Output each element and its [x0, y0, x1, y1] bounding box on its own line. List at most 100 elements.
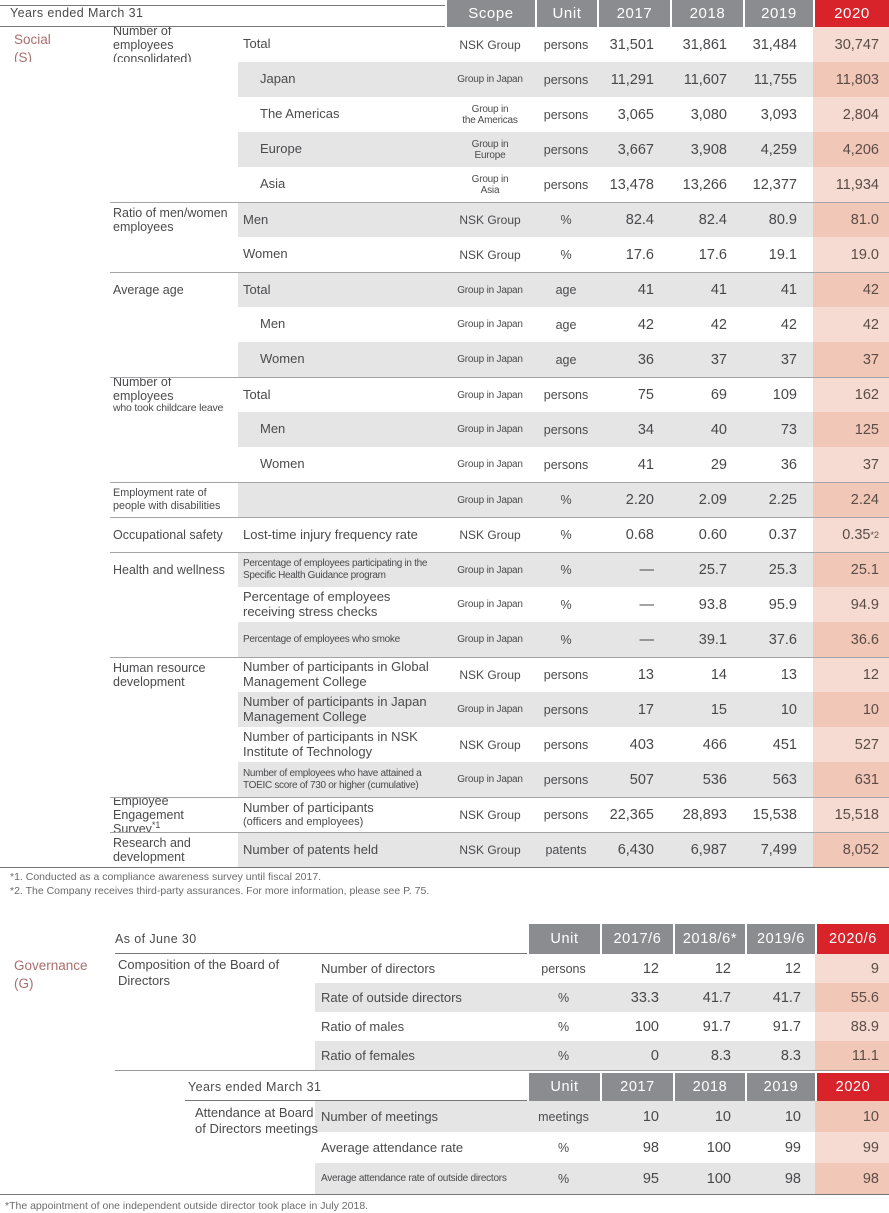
value-2017: 17.6 [625, 246, 654, 263]
value-2019: 13 [780, 667, 797, 683]
value-2020: 11,803 [813, 62, 889, 97]
unit-cell: persons [543, 388, 589, 402]
divider [185, 1100, 527, 1102]
item-label: Average attendance rate [321, 1140, 464, 1156]
value-2020: 81.0 [813, 203, 889, 237]
item-label: Number of participants in Japan Manageme… [238, 692, 445, 727]
category-label: Ratio of men/women employees [113, 206, 228, 234]
value-2019: 109 [772, 387, 797, 403]
column-header-scope: Scope [445, 0, 535, 27]
value-2017: — [597, 622, 670, 657]
value-2017: 75 [637, 387, 654, 403]
divider [0, 1194, 889, 1196]
value-2017: 98 [642, 1139, 659, 1156]
item-label: Rate of outside directors [315, 983, 527, 1013]
value-2019: 99 [784, 1139, 801, 1156]
section-spacer [0, 587, 110, 622]
value-2020: 2.24 [813, 483, 889, 517]
category-label [110, 587, 238, 622]
divider [115, 953, 527, 955]
category-label: Average age [113, 283, 184, 297]
category-label [110, 167, 238, 202]
table-row: Number of directors persons 12 12 12 9 [0, 954, 889, 984]
unit-cell: persons [535, 62, 597, 97]
value-2017: 95 [600, 1163, 673, 1195]
scope-cell: Group in Japan [445, 553, 535, 587]
value-2017: 82.4 [597, 203, 670, 237]
value-2020: 42 [813, 273, 889, 307]
unit-cell: persons [543, 177, 589, 192]
value-2019: 25.3 [743, 553, 813, 587]
value-2018: 6,987 [670, 833, 743, 867]
scope-cell: Group in Japan [457, 389, 523, 401]
table-row: Average age Total Group in Japan age 41 … [0, 272, 889, 307]
section-spacer [0, 202, 110, 237]
value-2019: 12,377 [752, 176, 797, 193]
item-label: Men [260, 316, 286, 332]
table-row: Number of participants in NSK Institute … [0, 727, 889, 762]
scope-cell: Group in Japan [445, 273, 535, 307]
unit-cell: % [527, 983, 600, 1013]
unit-cell: % [535, 622, 597, 657]
section-spacer [0, 62, 110, 97]
value-2019: 451 [772, 736, 797, 753]
unit-cell: persons [543, 668, 589, 682]
scope-cell: NSK Group [459, 247, 521, 262]
category-label: Health and wellness [113, 563, 225, 577]
value-2017: 34 [597, 412, 670, 447]
section-spacer [0, 727, 110, 762]
section-spacer [0, 132, 110, 167]
unit-cell: persons [541, 961, 586, 976]
value-2020: 11,934 [813, 167, 889, 202]
value-2020-6: 88.9 [815, 1012, 889, 1042]
unit-cell: % [557, 1140, 570, 1155]
scope-cell: Group in Japan [457, 599, 523, 610]
column-header-2017: 2017 [600, 1073, 673, 1102]
scope-cell: Group in Japan [457, 319, 523, 330]
unit-cell: % [560, 528, 572, 542]
table-row: Women NSK Group % 17.6 17.6 19.1 19.0 [0, 237, 889, 272]
value-2018: 2.09 [670, 483, 743, 517]
unit-cell: % [535, 553, 597, 587]
unit-cell: persons [543, 808, 589, 822]
value-2019: 11,755 [743, 62, 813, 97]
section-label-governance: Governance (G) [14, 958, 88, 991]
footnote-2: *2. The Company receives third-party ass… [10, 884, 430, 897]
footnote-attendance: *The appointment of one independent outs… [5, 1200, 369, 1213]
value-2020: 94.9 [813, 587, 889, 622]
unit-cell: % [535, 203, 597, 237]
item-label: Number of directors [321, 961, 436, 977]
item-label: Total [243, 386, 271, 402]
value-2019: 19.1 [768, 246, 797, 263]
value-2018: 39.1 [670, 622, 743, 657]
table-row: Europe Group in Europe persons 3,667 3,90… [0, 132, 889, 167]
item-label: Average attendance rate of outside direc… [315, 1163, 527, 1195]
value-2019: 41 [743, 273, 813, 307]
value-2020: 37 [813, 447, 889, 482]
item-label: Japan [238, 62, 445, 97]
label-spacer [0, 1163, 315, 1194]
item-label: Total [238, 273, 445, 307]
section-spacer [0, 552, 110, 587]
section-spacer [0, 622, 110, 657]
governance-board-table: Governance (G) Composition of the Board … [0, 924, 889, 1072]
scope-cell: Group in Japan [445, 342, 535, 377]
value-2017: 42 [637, 316, 654, 333]
value-2017: 0.68 [625, 527, 654, 543]
value-2020: 527 [813, 727, 889, 762]
category-label: Research and development [113, 836, 191, 864]
value-2020: 99 [815, 1132, 889, 1164]
value-2020: 30,747 [813, 27, 889, 62]
value-2019: 0.37 [768, 527, 797, 543]
item-label: Number of participants in NSK Institute … [243, 728, 418, 759]
divider [0, 867, 889, 868]
board-table-header: As of June 30 Unit 2017/6 2018/6* 2019/6… [0, 924, 889, 955]
table-row: Percentage of employees receiving stress… [0, 587, 889, 622]
value-2020: 19.0 [813, 237, 889, 272]
value-2017: 3,065 [617, 106, 654, 123]
category-label: Attendance at Board of Directors meeting… [195, 1105, 318, 1136]
value-2017: 11,291 [597, 62, 670, 97]
table-row: Women Group in Japan age 36 37 37 37 [0, 342, 889, 377]
unit-cell: % [527, 1041, 600, 1071]
item-label: The Americas [260, 106, 340, 122]
